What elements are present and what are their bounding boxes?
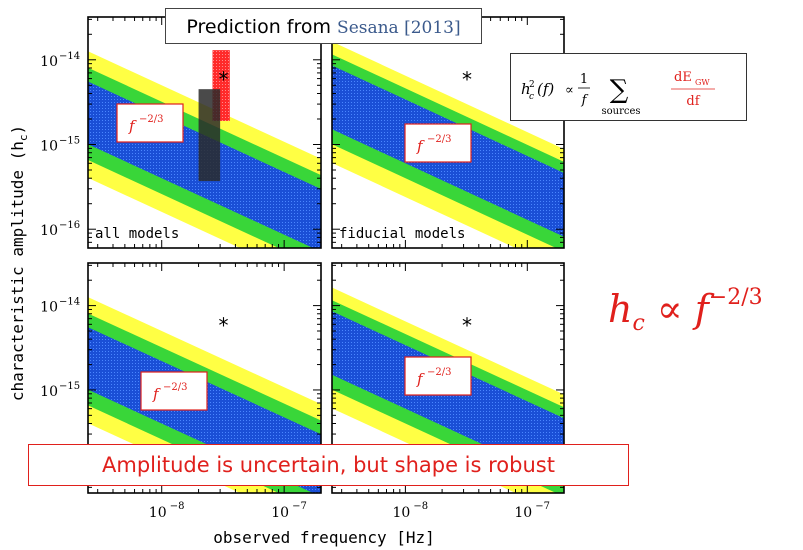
y-axis-label: characteristic amplitude (hc) [8, 125, 30, 401]
y-tick-label: 10 [40, 300, 58, 316]
y-tick-label-exp: −14 [59, 51, 80, 62]
slope-annotation-f: f [416, 137, 425, 155]
y-tick-label-exp: −14 [59, 297, 80, 308]
y-tick-label-exp: −15 [59, 135, 80, 146]
panel-2: * fiducial models f −2/3 [331, 16, 565, 249]
slope-annotation: f −2/3 [140, 371, 208, 411]
slope-annotation: f −2/3 [116, 103, 184, 143]
panel-frame [331, 262, 565, 494]
panel-frame [87, 262, 322, 494]
slope-annotation-f: f [128, 117, 137, 135]
x-tick-label: 10 [392, 505, 410, 521]
x-axis-label: observed frequency [Hz] [213, 528, 435, 547]
panel-label: fiducial models [339, 226, 465, 242]
y-tick-label-exp: −15 [59, 381, 80, 392]
slope-annotation: f −2/3 [404, 123, 472, 163]
formula-frac-den: f [581, 93, 589, 108]
formula-de-den: df [686, 94, 700, 109]
formula-box: h 2 c (f) ∝ 1 f ∑ sources dE GW df [510, 53, 747, 121]
slope-annotation-box [404, 123, 472, 163]
data-point-star: * [219, 68, 229, 92]
formula-lhs-sup: 2 [529, 80, 535, 90]
y-tick-label-exp: −16 [59, 220, 80, 231]
slope-annotation-box [140, 371, 208, 411]
power-law-base: h [608, 287, 633, 331]
power-law-f: f [694, 287, 709, 331]
slope-annotation-exp: −2/3 [139, 114, 163, 125]
formula-frac-num: 1 [580, 72, 588, 87]
x-tick-label: 10 [271, 505, 289, 521]
formula-lhs-arg: (f) [537, 80, 554, 98]
y-tick-label: 10 [40, 223, 58, 239]
x-tick-label-exp: −7 [292, 501, 307, 512]
y-axis-label-close: ) [8, 125, 27, 135]
formula-prop: ∝ [565, 83, 574, 98]
data-point-star: * [462, 313, 472, 337]
data-point-star: * [462, 68, 472, 92]
x-tick-label: 10 [514, 505, 532, 521]
y-axis-label-main: characteristic amplitude (h [8, 141, 27, 401]
slope-annotation-f: f [416, 370, 425, 388]
band-inner [332, 311, 564, 482]
formula-svg: h 2 c (f) ∝ 1 f ∑ sources dE GW df [521, 70, 715, 117]
citation-link[interactable]: Sesana [2013] [337, 18, 461, 38]
slope-annotation-exp: −2/3 [163, 382, 187, 393]
x-tick-label: 10 [149, 505, 167, 521]
slope-annotation-f: f [152, 385, 161, 403]
panel-plot-area [88, 50, 321, 248]
formula-de-num: dE [674, 70, 692, 85]
x-tick-label-exp: −8 [170, 501, 185, 512]
formula-sum-sub: sources [601, 106, 640, 117]
slope-annotation-exp: −2/3 [427, 367, 451, 378]
power-law-sub: c [632, 311, 645, 336]
slope-annotation-box [404, 356, 472, 396]
power-law-exp: −2/3 [708, 285, 763, 310]
slope-annotation-exp: −2/3 [427, 134, 451, 145]
formula-lhs: h [521, 80, 531, 98]
limit-region-2 [198, 89, 221, 182]
panel-label: all models [95, 226, 179, 242]
prediction-callout-text: Prediction from [186, 16, 338, 38]
power-law-prop: ∝ [656, 287, 683, 331]
formula-de-num-sub: GW [695, 78, 710, 87]
data-point-star: * [219, 313, 229, 337]
robustness-callout: Amplitude is uncertain, but shape is rob… [28, 444, 629, 486]
slope-annotation-box [116, 103, 184, 143]
panel-plot-area [88, 297, 321, 493]
y-tick-label: 10 [40, 138, 58, 154]
formula-sum: ∑ [610, 75, 629, 105]
slope-annotation: f −2/3 [404, 356, 472, 396]
y-tick-label: 10 [40, 384, 58, 400]
x-tick-label-exp: −7 [535, 501, 550, 512]
power-law-formula: hc ∝ f−2/3 [608, 285, 803, 345]
y-axis-label-sub: c [17, 134, 30, 141]
formula-lhs-sub: c [529, 92, 534, 102]
formula-derivative: dE GW df [671, 70, 715, 109]
axis-text-layer: observed frequency [Hz] characteristic a… [8, 125, 435, 547]
prediction-callout: Prediction from Sesana [2013] [165, 8, 482, 44]
y-tick-label: 10 [40, 54, 58, 70]
x-tick-label-exp: −8 [413, 501, 428, 512]
